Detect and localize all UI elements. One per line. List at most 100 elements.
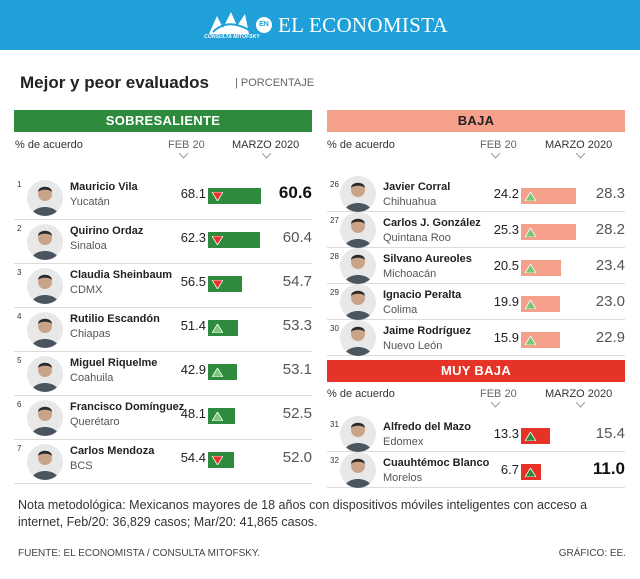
chevron-down-icon [491,153,500,159]
person-icon [31,406,59,436]
person-icon [31,230,59,260]
governor-name: Javier Corral [383,181,451,193]
avatar [27,224,63,260]
feb-value: 6.7 [500,462,519,477]
state-name: Coahuila [70,372,114,384]
state-name: Chihuahua [383,196,437,208]
feb-value: 51.4 [180,318,206,333]
person-icon [344,290,372,320]
rank-number: 1 [17,180,22,189]
governor-name: Silvano Aureoles [383,253,472,265]
triangle-down-icon [212,191,223,201]
governor-name: Carlos J. González [383,217,481,229]
state-name: BCS [70,460,93,472]
avatar [27,400,63,436]
state-name: Morelos [383,472,423,484]
feb-value: 62.3 [180,230,206,245]
avatar [340,284,376,320]
person-icon [31,362,59,392]
logo-text: CONSULTA MITOFSKY [204,34,260,40]
governor-name: Claudia Sheinbaum [70,269,173,281]
col-header-feb: FEB 20 [480,139,517,151]
person-icon [344,218,372,248]
triangle-up-icon [525,335,536,345]
table-row [327,284,625,320]
chevron-down-icon [576,153,585,159]
avatar [340,452,376,488]
state-name: Yucatán [70,196,110,208]
feb-value: 19.9 [493,294,519,309]
table-row [327,452,625,488]
avatar [27,312,63,348]
table-row [14,176,312,220]
rank-number: 2 [17,224,22,233]
state-name: Sinaloa [70,240,107,252]
feb-value: 54.4 [180,450,206,465]
state-name: Quintana Roo [383,232,451,244]
table-row [327,176,625,212]
state-name: Nuevo León [383,340,443,352]
table-row [14,440,312,484]
rank-number: 27 [330,216,339,225]
feb-value: 48.1 [180,406,206,421]
rank-number: 31 [330,420,339,429]
chevron-down-icon [576,402,585,408]
triangle-up-icon [212,323,223,333]
person-icon [31,186,59,216]
rank-number: 7 [17,444,22,453]
triangle-down-icon [212,279,223,289]
chevron-down-icon [491,402,500,408]
rank-number: 32 [330,456,339,465]
feb-value: 42.9 [180,362,206,377]
source-credit: FUENTE: EL ECONOMISTA / CONSULTA MITOFSK… [18,548,261,559]
governor-name: Cuauhtémoc Blanco [383,457,490,469]
governor-name: Miguel Riquelme [70,357,158,369]
avatar [340,320,376,356]
mar-value: 23.0 [595,293,625,310]
rank-number: 6 [17,400,22,409]
mar-value: 28.2 [595,221,625,238]
governor-name: Jaime Rodríguez [383,325,472,337]
chevron-down-icon [179,153,188,159]
governor-name: Alfredo del Mazo [383,421,472,433]
person-icon [31,450,59,480]
avatar [27,180,63,216]
mar-value: 22.9 [595,329,625,346]
mar-value: 11.0 [592,459,625,478]
feb-value: 56.5 [180,274,206,289]
panel-title-muy-baja: MUY BAJA [327,360,625,382]
mar-value: 60.6 [278,183,312,202]
governor-name: Mauricio Vila [70,181,138,193]
triangle-up-icon [212,411,223,421]
state-name: Edomex [383,436,424,448]
feb-value: 25.3 [493,222,519,237]
state-name: CDMX [70,284,103,296]
brand-name: EL ECONOMISTA [278,13,449,37]
col-header-pct: % de acuerdo [327,388,395,400]
state-name: Chiapas [70,328,111,340]
triangle-up-icon [525,299,536,309]
mar-value: 53.3 [282,317,312,334]
triangle-up-icon [525,467,536,477]
avatar [27,356,63,392]
person-icon [344,326,372,356]
governor-name: Francisco Domínguez [70,401,185,413]
table-row [327,416,625,452]
person-icon [344,422,372,452]
governor-name: Carlos Mendoza [70,445,155,457]
col-header-mar: MARZO 2020 [232,139,300,151]
feb-value: 20.5 [493,258,519,273]
mar-value: 60.4 [282,229,312,246]
avatar [340,176,376,212]
triangle-up-icon [525,227,536,237]
rank-number: 26 [330,180,339,189]
header-bar: CONSULTA MITOFSKY EN EL ECONOMISTA [0,0,640,50]
rank-number: 28 [330,252,339,261]
methodology-note: Nota metodológica: Mexicanos mayores de … [18,498,588,529]
feb-value: 13.3 [493,426,519,441]
rank-number: 3 [17,268,22,277]
table-row [14,396,312,440]
feb-value: 68.1 [180,186,206,201]
col-header-feb: FEB 20 [168,139,205,151]
avatar [27,268,63,304]
